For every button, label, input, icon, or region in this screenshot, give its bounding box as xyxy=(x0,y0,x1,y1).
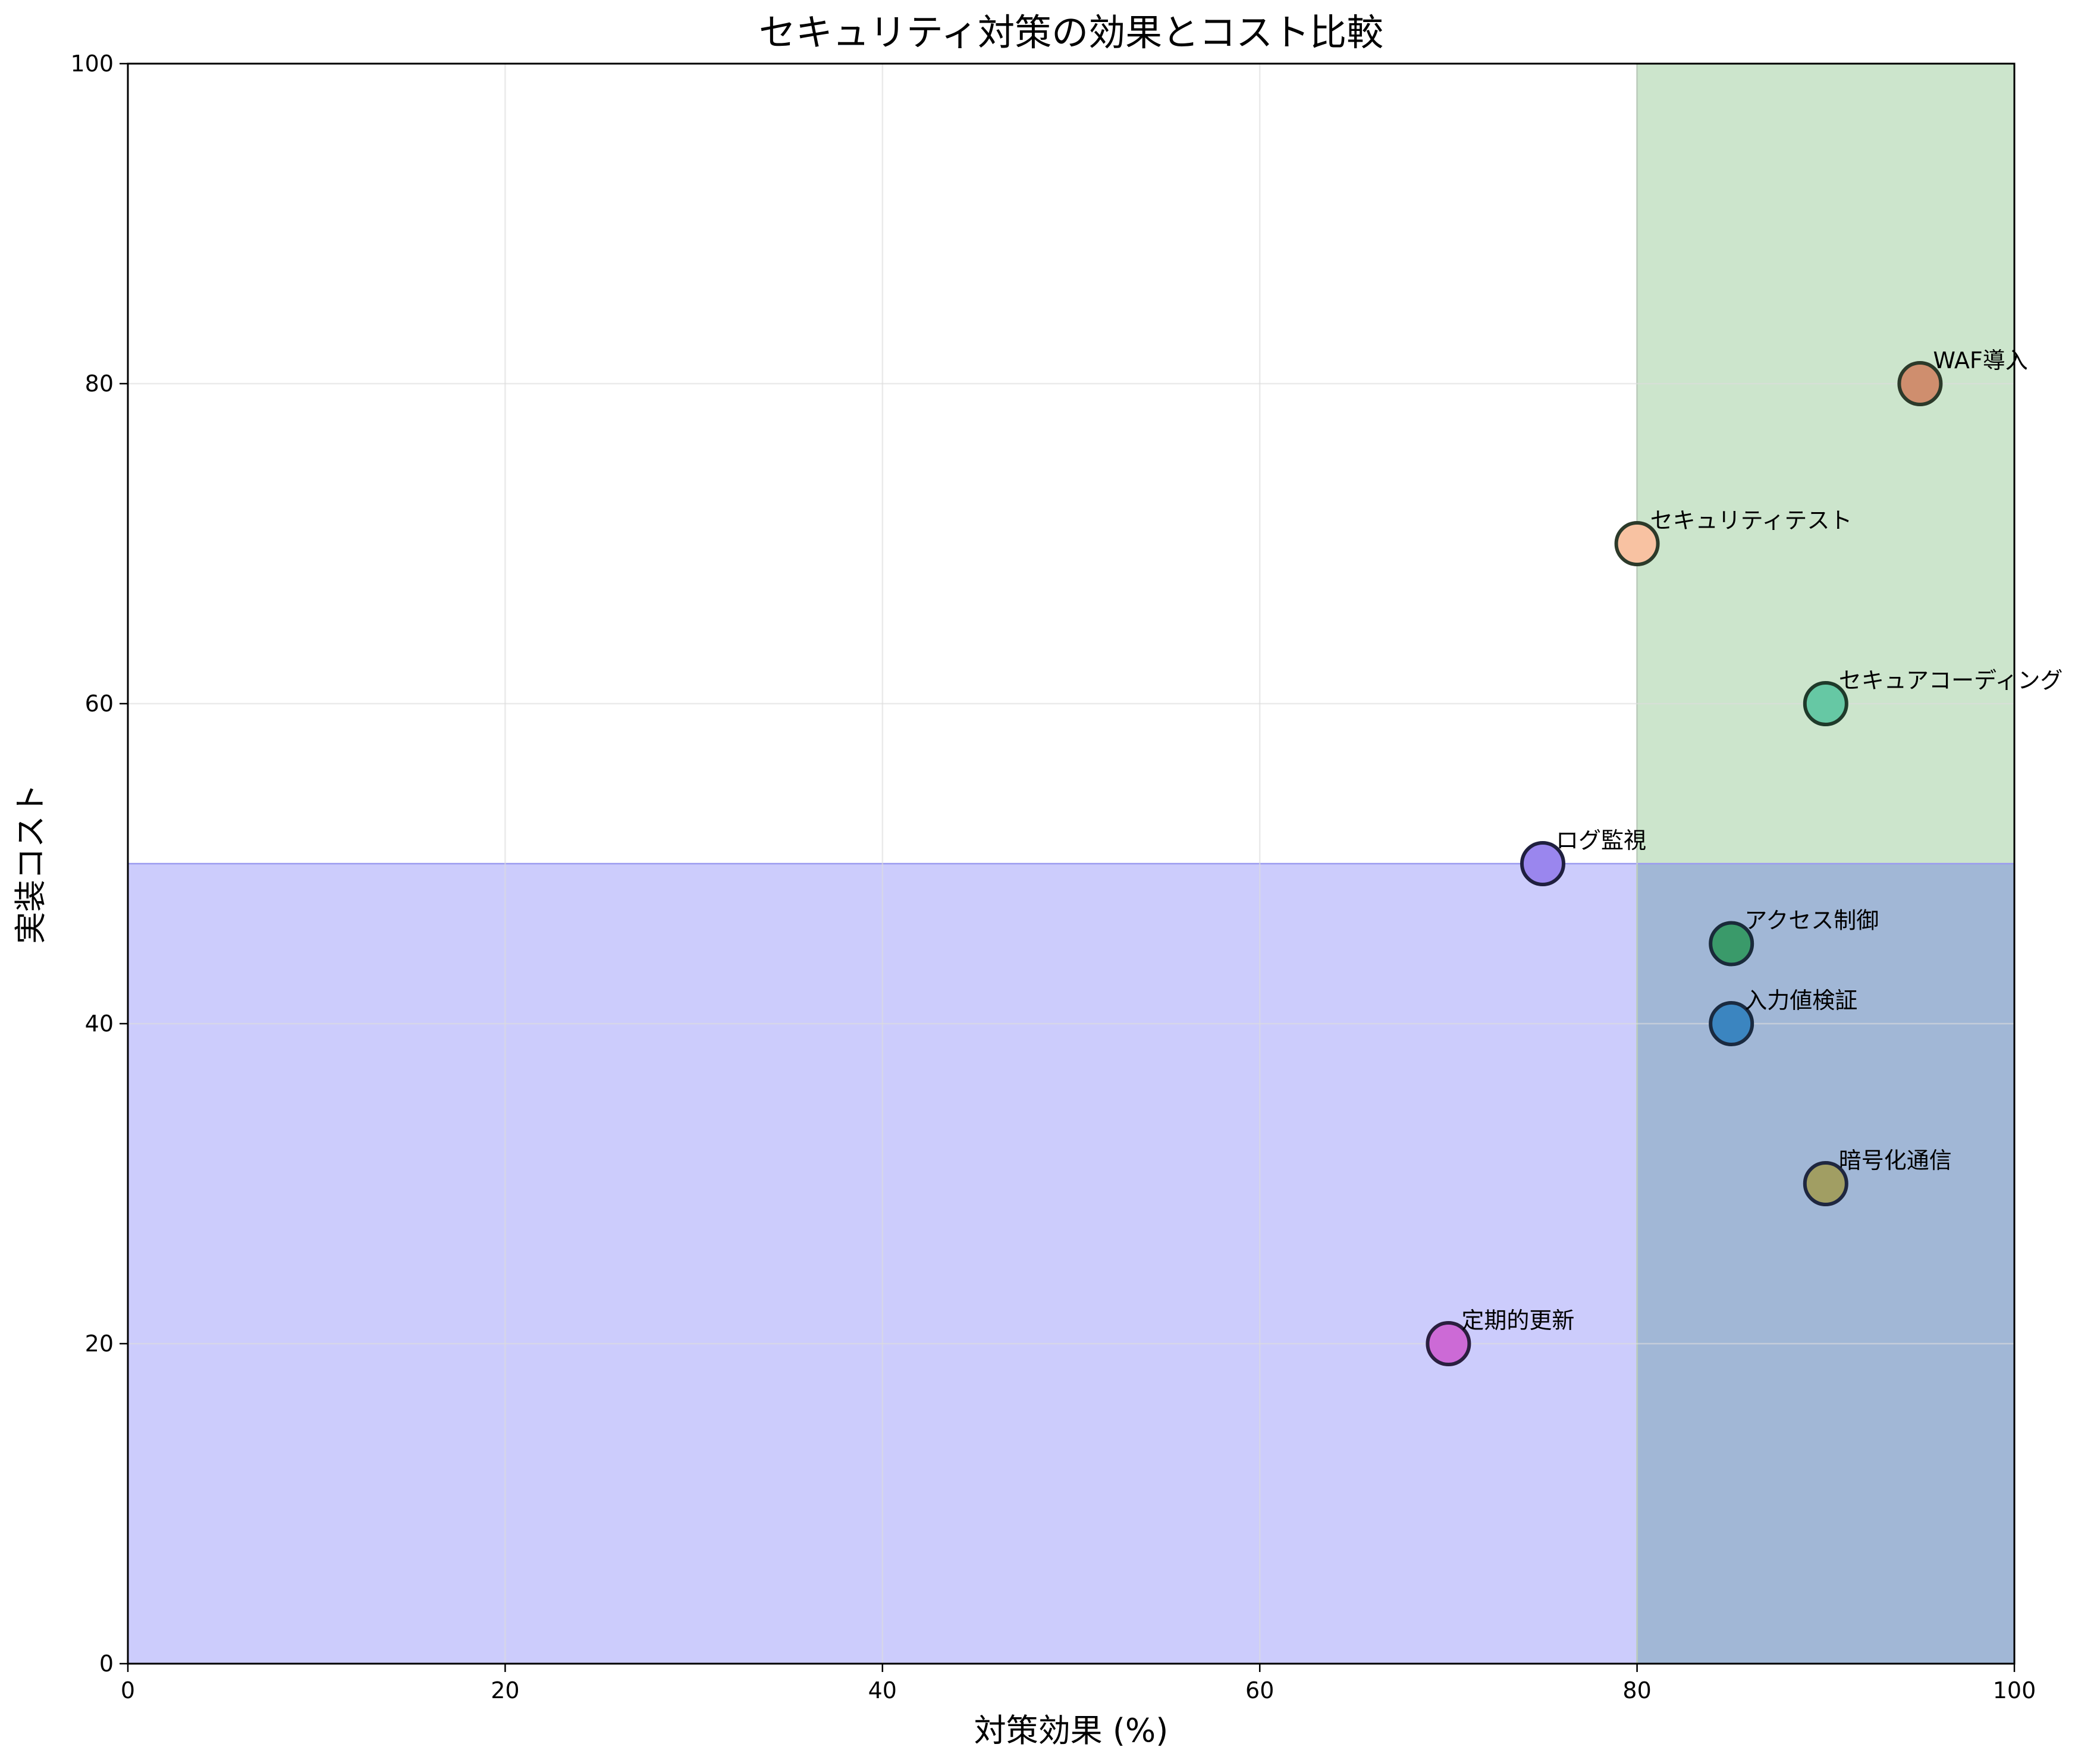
plot-frame xyxy=(127,62,2016,1665)
data-point-label: 暗号化通信 xyxy=(1839,1147,1952,1174)
data-point xyxy=(1520,841,1565,886)
data-point xyxy=(1614,521,1660,566)
x-tick-label: 60 xyxy=(1245,1677,1274,1704)
data-point-label: ログ監視 xyxy=(1556,827,1646,854)
y-tick-label: 100 xyxy=(70,51,114,77)
data-point xyxy=(1709,1001,1754,1046)
data-point xyxy=(1803,1161,1848,1206)
y-tick-label: 0 xyxy=(99,1651,114,1677)
axis-ticks: 0 20 40 60 80 100 0 20 40 60 80 100 xyxy=(70,51,2036,1704)
grid xyxy=(128,64,2014,1664)
y-tick-label: 60 xyxy=(85,691,114,717)
x-tick-label: 80 xyxy=(1622,1677,1651,1704)
chart-title: セキュリティ対策の効果とコスト比較 xyxy=(759,11,1383,54)
data-point-label: セキュアコーディング xyxy=(1839,667,2063,694)
data-point xyxy=(1709,921,1754,967)
y-tick-label: 20 xyxy=(85,1331,114,1357)
data-point-label: WAF導入 xyxy=(1933,347,2027,374)
data-point-label: セキュリティテスト xyxy=(1650,507,1853,534)
x-tick-label: 0 xyxy=(121,1677,135,1704)
data-point-label: 入力値検証 xyxy=(1744,987,1857,1014)
y-tick-label: 40 xyxy=(85,1011,114,1037)
data-point-label: 定期的更新 xyxy=(1461,1307,1574,1334)
data-point xyxy=(1803,681,1848,726)
y-axis-label: 実装コスト xyxy=(12,783,49,944)
x-tick-label: 100 xyxy=(1993,1677,2036,1704)
data-points xyxy=(1426,361,1943,1366)
data-point xyxy=(1897,361,1943,406)
data-point xyxy=(1426,1321,1471,1366)
y-tick-label: 80 xyxy=(85,371,114,397)
x-tick-label: 40 xyxy=(868,1677,897,1704)
x-tick-label: 20 xyxy=(491,1677,519,1704)
overlap-region xyxy=(1637,864,2014,1664)
data-point-label: アクセス制御 xyxy=(1744,908,1879,934)
highlight-regions xyxy=(128,64,2014,1664)
x-axis-label: 対策効果 (%) xyxy=(974,1712,1169,1749)
